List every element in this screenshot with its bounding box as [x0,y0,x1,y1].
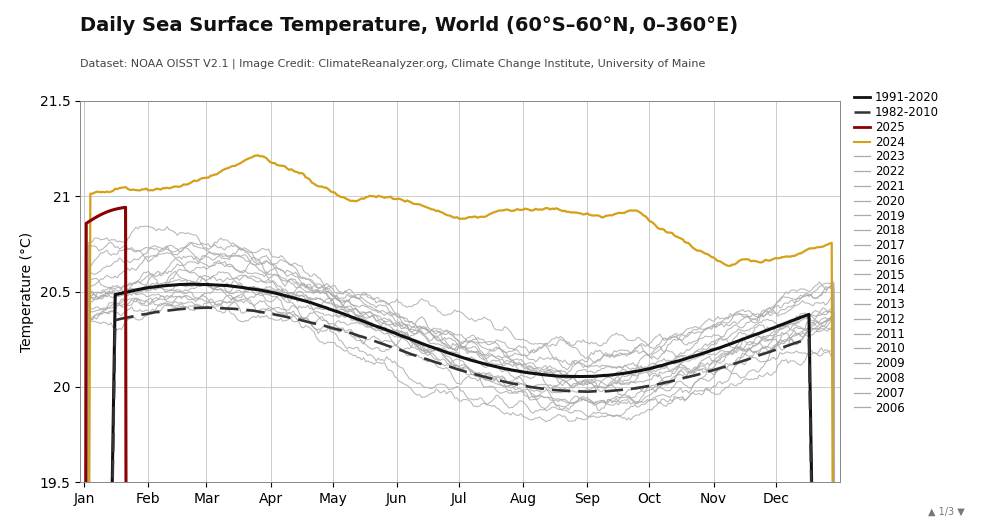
Text: Daily Sea Surface Temperature, World (60°S–60°N, 0–360°E): Daily Sea Surface Temperature, World (60… [80,16,738,35]
Y-axis label: Temperature (°C): Temperature (°C) [20,232,34,351]
Legend: 1991-2020, 1982-2010, 2025, 2024, 2023, 2022, 2021, 2020, 2019, 2018, 2017, 2016: 1991-2020, 1982-2010, 2025, 2024, 2023, … [854,91,939,414]
Text: Dataset: NOAA OISST V2.1 | Image Credit: ClimateReanalyzer.org, Climate Change I: Dataset: NOAA OISST V2.1 | Image Credit:… [80,58,705,69]
Text: ▲ 1/3 ▼: ▲ 1/3 ▼ [928,507,965,517]
